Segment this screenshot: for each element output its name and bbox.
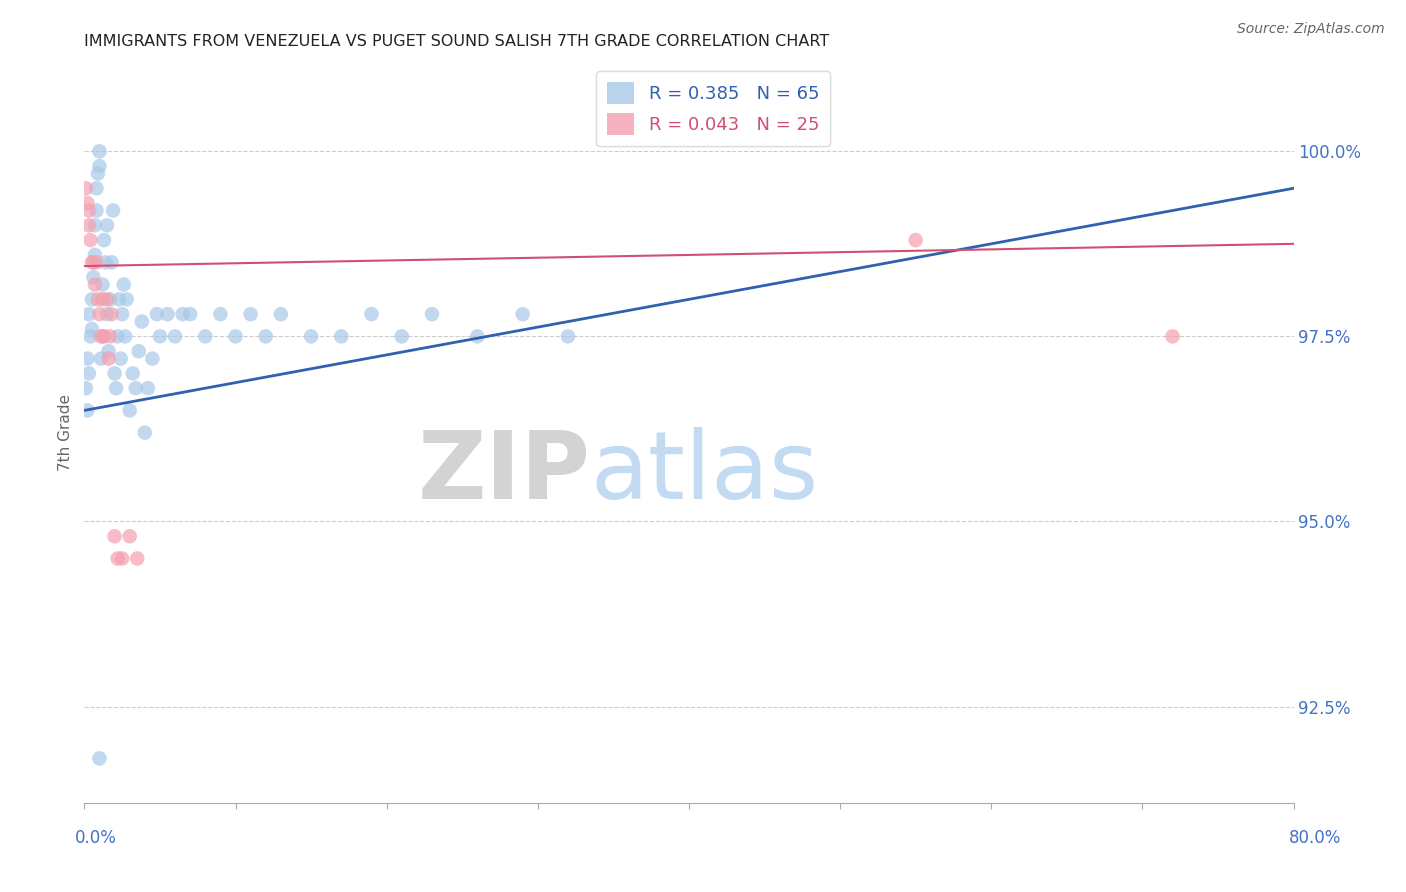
Point (91, 329, 114, 343)
Point (89, 307, 111, 321)
Point (118, 403, 141, 417)
Point (77, 367, 100, 381)
Point (115, 293, 138, 307)
Point (93, 233, 115, 247)
Point (89, 145, 111, 159)
Point (114, 329, 136, 343)
Point (209, 307, 232, 321)
Point (121, 367, 143, 381)
Point (104, 529, 127, 543)
Point (111, 307, 134, 321)
Point (360, 307, 382, 321)
Point (904, 233, 927, 247)
Point (239, 307, 262, 321)
Point (80, 322, 103, 336)
Text: 80.0%: 80.0% (1288, 829, 1341, 847)
Text: ZIP: ZIP (418, 426, 591, 519)
Point (270, 307, 292, 321)
Point (172, 307, 194, 321)
Point (96, 307, 118, 321)
Point (107, 329, 129, 343)
Point (86, 181, 108, 195)
Point (391, 329, 413, 343)
Point (101, 203, 124, 218)
Point (79, 329, 101, 343)
Point (127, 551, 149, 566)
Text: atlas: atlas (591, 426, 818, 519)
Text: 0.0%: 0.0% (75, 829, 117, 847)
Point (194, 329, 217, 343)
Point (100, 255, 122, 269)
Point (77, 219, 100, 233)
Point (91, 277, 114, 292)
Point (131, 315, 153, 329)
Point (76, 351, 98, 366)
Point (100, 307, 122, 321)
Point (76, 403, 98, 417)
Point (299, 329, 322, 343)
Point (165, 329, 187, 343)
Point (91, 293, 114, 307)
Point (96, 219, 118, 233)
Text: Source: ZipAtlas.com: Source: ZipAtlas.com (1237, 22, 1385, 37)
Point (76, 196, 98, 211)
Point (75, 181, 97, 195)
Point (77, 203, 100, 218)
Point (179, 307, 201, 321)
Point (98, 329, 121, 343)
Point (136, 381, 159, 395)
Point (107, 551, 129, 566)
Point (134, 425, 156, 440)
Point (225, 329, 247, 343)
Point (125, 381, 148, 395)
Point (149, 329, 172, 343)
Point (105, 381, 128, 395)
Point (87, 167, 110, 181)
Point (86, 255, 108, 269)
Point (86, 203, 108, 218)
Point (128, 344, 150, 359)
Point (557, 329, 579, 343)
Point (96, 293, 118, 307)
Point (110, 351, 132, 366)
Point (82, 255, 104, 269)
Y-axis label: 7th Grade: 7th Grade (58, 394, 73, 471)
Point (93, 329, 115, 343)
Point (90, 351, 112, 366)
Point (97, 344, 120, 359)
Point (77, 307, 100, 321)
Point (94, 255, 117, 269)
Point (108, 293, 131, 307)
Point (84, 219, 107, 233)
Point (79, 233, 101, 247)
Point (118, 529, 141, 543)
Point (89, 159, 111, 173)
Point (112, 277, 135, 292)
Point (97, 351, 120, 366)
Point (330, 329, 353, 343)
Point (146, 307, 169, 321)
Point (420, 307, 443, 321)
Point (104, 367, 127, 381)
Point (141, 351, 163, 366)
Point (156, 307, 179, 321)
Point (82, 270, 104, 285)
Point (90, 329, 112, 343)
Point (512, 307, 534, 321)
Point (1161, 329, 1184, 343)
Text: IMMIGRANTS FROM VENEZUELA VS PUGET SOUND SALISH 7TH GRADE CORRELATION CHART: IMMIGRANTS FROM VENEZUELA VS PUGET SOUND… (84, 34, 830, 49)
Point (98, 293, 121, 307)
Point (84, 277, 107, 292)
Point (89, 751, 111, 765)
Point (254, 329, 277, 343)
Point (75, 381, 97, 395)
Point (80, 293, 103, 307)
Point (87, 293, 110, 307)
Legend: R = 0.385   N = 65, R = 0.043   N = 25: R = 0.385 N = 65, R = 0.043 N = 25 (596, 71, 830, 146)
Point (84, 248, 107, 262)
Point (467, 329, 489, 343)
Point (111, 551, 134, 566)
Point (80, 255, 103, 269)
